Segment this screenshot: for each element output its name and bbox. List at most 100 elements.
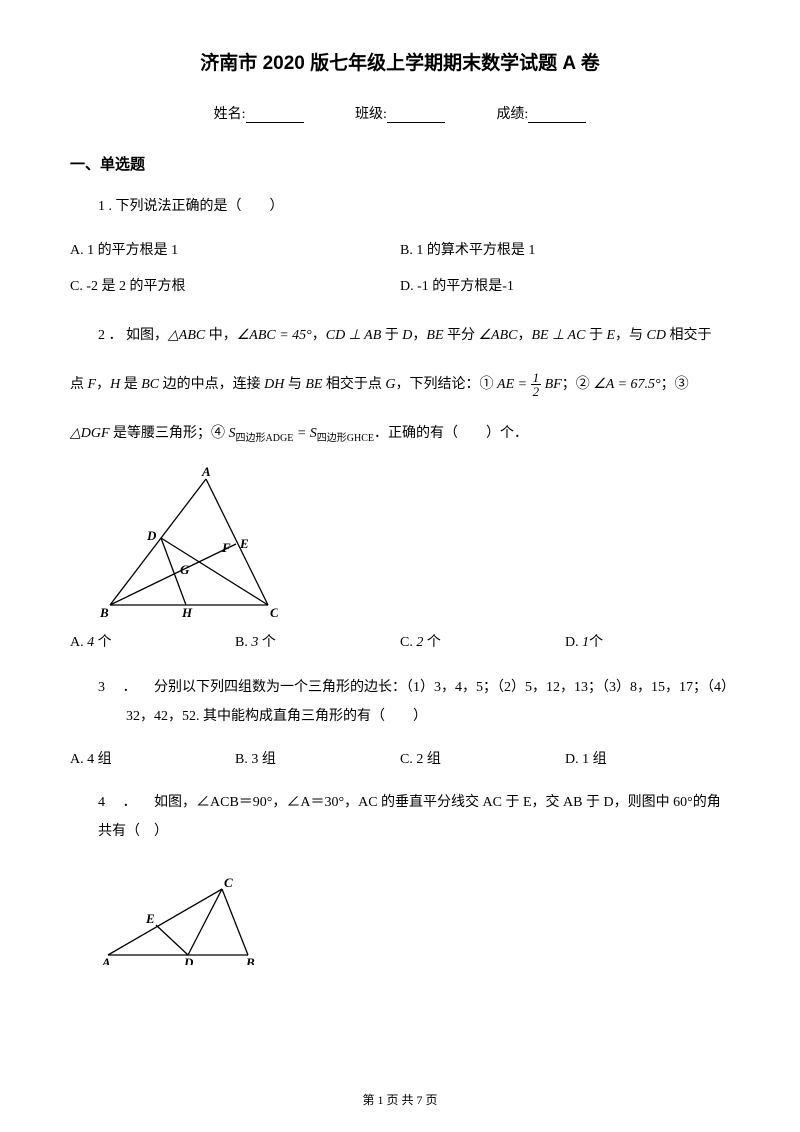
q2-text: ， bbox=[412, 328, 426, 343]
svg-text:D: D bbox=[146, 528, 157, 543]
section-1-header: 一、单选题 bbox=[70, 153, 730, 174]
svg-text:E: E bbox=[239, 536, 249, 551]
svg-text:H: H bbox=[181, 605, 193, 617]
q2-text: 是等腰三角形；④ bbox=[110, 426, 229, 441]
question-2-line3: △DGF 是等腰三角形；④ S四边形ADGE = S四边形GHCE．正确的有（ … bbox=[70, 419, 730, 449]
q2-text: ，下列结论：① bbox=[396, 377, 498, 392]
svg-text:A: A bbox=[201, 467, 211, 479]
q2-text: 于 bbox=[381, 328, 402, 343]
svg-text:D: D bbox=[183, 955, 194, 965]
svg-text:C: C bbox=[224, 875, 233, 890]
question-1-options-row1: A. 1 的平方根是 1 B. 1 的算术平方根是 1 bbox=[70, 237, 730, 265]
question-2-line2: 点 F，H 是 BC 边的中点，连接 DH 与 BE 相交于点 G，下列结论：①… bbox=[70, 367, 730, 403]
q2-math-DH: DH bbox=[264, 377, 284, 392]
q2-text: 边的中点，连接 bbox=[159, 377, 264, 392]
q2-math-ang1: ∠ABC = 45° bbox=[237, 328, 312, 343]
question-1-stem: 1 . 下列说法正确的是（ ） bbox=[70, 192, 730, 221]
q2-text: ，与 bbox=[615, 328, 647, 343]
q2-text: 是 bbox=[120, 377, 141, 392]
q2-text: 与 bbox=[284, 377, 305, 392]
q2-math-S2: S bbox=[310, 426, 317, 441]
q2-math-angA: ∠A = 67.5° bbox=[593, 377, 660, 392]
q1-option-a: A. 1 的平方根是 1 bbox=[70, 237, 400, 265]
page-footer: 第 1 页 共 7 页 bbox=[0, 1091, 800, 1108]
question-3-options: A. 4 组 B. 3 组 C. 2 组 D. 1 组 bbox=[70, 748, 730, 768]
q2-text: 平分 bbox=[444, 328, 479, 343]
q2-math-DGF: △DGF bbox=[70, 426, 110, 441]
score-blank[interactable] bbox=[528, 109, 586, 123]
q2-option-a: A. 4 个 bbox=[70, 631, 235, 651]
q2-math-BE2: BE bbox=[305, 377, 322, 392]
question-3-stem: 3 ． 分别以下列四组数为一个三角形的边长：（1）3，4，5；（2）5，12，1… bbox=[98, 673, 730, 732]
q2-math-G: G bbox=[385, 377, 395, 392]
opt-unit: 个 bbox=[94, 635, 112, 650]
name-label: 姓名: bbox=[214, 107, 246, 122]
question-1-options-row2: C. -2 是 2 的平方根 D. -1 的平方根是-1 bbox=[70, 273, 730, 301]
q2-math-abc: △ABC bbox=[168, 328, 205, 343]
q1-option-d: D. -1 的平方根是-1 bbox=[400, 273, 730, 301]
opt-prefix: D. bbox=[565, 635, 582, 650]
q2-sub-S1: 四边形ADGE bbox=[236, 433, 294, 444]
q2-frac-num: 1 bbox=[531, 371, 542, 385]
q2-option-c: C. 2 个 bbox=[400, 631, 565, 651]
opt-unit: 个 bbox=[589, 635, 603, 650]
svg-text:B: B bbox=[99, 605, 109, 617]
q2-text: ．正确的有（ ）个． bbox=[374, 426, 528, 441]
question-2-line1: 2 ． 如图，△ABC 中，∠ABC = 45°，CD ⊥ AB 于 D，BE … bbox=[70, 321, 730, 350]
q2-eq: = bbox=[293, 426, 309, 441]
page-title: 济南市 2020 版七年级上学期期末数学试题 A 卷 bbox=[70, 48, 730, 75]
q2-text: 2 ． 如图， bbox=[98, 328, 168, 343]
q2-option-b: B. 3 个 bbox=[235, 631, 400, 651]
q2-sub-S2: 四边形GHCE bbox=[317, 433, 374, 444]
q2-math-F: F bbox=[88, 377, 97, 392]
q2-math-BF: BF bbox=[541, 377, 562, 392]
class-label: 班级: bbox=[355, 107, 387, 122]
q2-option-d: D. 1个 bbox=[565, 631, 730, 651]
q2-math-E: E bbox=[606, 328, 615, 343]
q2-fraction-half: 12 bbox=[531, 371, 542, 398]
svg-text:G: G bbox=[180, 562, 190, 577]
opt-unit: 个 bbox=[423, 635, 441, 650]
opt-unit: 个 bbox=[258, 635, 276, 650]
q4-figure: ABCDE bbox=[98, 875, 730, 965]
q2-math-AE: AE = bbox=[497, 377, 531, 392]
svg-text:C: C bbox=[270, 605, 278, 617]
q3-option-b: B. 3 组 bbox=[235, 748, 400, 768]
q2-math-D: D bbox=[402, 328, 412, 343]
q2-math-BE: BE bbox=[426, 328, 443, 343]
q2-math-ang2: ∠ABC bbox=[479, 328, 518, 343]
q2-math-CD2: CD bbox=[647, 328, 666, 343]
name-blank[interactable] bbox=[246, 109, 304, 123]
q2-text: ， bbox=[96, 377, 110, 392]
q2-text: 相交于点 bbox=[322, 377, 385, 392]
question-2-options: A. 4 个 B. 3 个 C. 2 个 D. 1个 bbox=[70, 631, 730, 651]
q1-option-c: C. -2 是 2 的平方根 bbox=[70, 273, 400, 301]
q2-math-cd: CD ⊥ AB bbox=[326, 328, 382, 343]
opt-prefix: A. bbox=[70, 635, 87, 650]
q3-option-d: D. 1 组 bbox=[565, 748, 730, 768]
q2-frac-den: 2 bbox=[531, 385, 542, 398]
q1-option-b: B. 1 的算术平方根是 1 bbox=[400, 237, 730, 265]
opt-prefix: C. bbox=[400, 635, 416, 650]
svg-text:F: F bbox=[221, 540, 231, 555]
svg-text:A: A bbox=[101, 955, 111, 965]
student-info-line: 姓名: 班级: 成绩: bbox=[70, 103, 730, 123]
q3-option-a: A. 4 组 bbox=[70, 748, 235, 768]
q2-text: 于 bbox=[585, 328, 606, 343]
q2-figure: A B C H D EF G bbox=[98, 467, 730, 617]
q2-math-BC: BC bbox=[141, 377, 159, 392]
triangle-figure-1: A B C H D EF G bbox=[98, 467, 278, 617]
svg-text:B: B bbox=[245, 955, 255, 965]
q2-text: 相交于 bbox=[666, 328, 712, 343]
q2-text: ， bbox=[312, 328, 326, 343]
triangle-figure-2: ABCDE bbox=[98, 875, 278, 965]
q2-math-H: H bbox=[110, 377, 120, 392]
q2-text: ， bbox=[518, 328, 532, 343]
q2-text: ；③ bbox=[661, 377, 689, 392]
q2-text: ；② bbox=[562, 377, 594, 392]
q2-math-BEAC: BE ⊥ AC bbox=[532, 328, 586, 343]
class-blank[interactable] bbox=[387, 109, 445, 123]
score-label: 成绩: bbox=[496, 107, 528, 122]
opt-prefix: B. bbox=[235, 635, 251, 650]
question-4-stem: 4 ． 如图，∠ACB＝90°，∠A＝30°，AC 的垂直平分线交 AC 于 E… bbox=[70, 788, 730, 847]
